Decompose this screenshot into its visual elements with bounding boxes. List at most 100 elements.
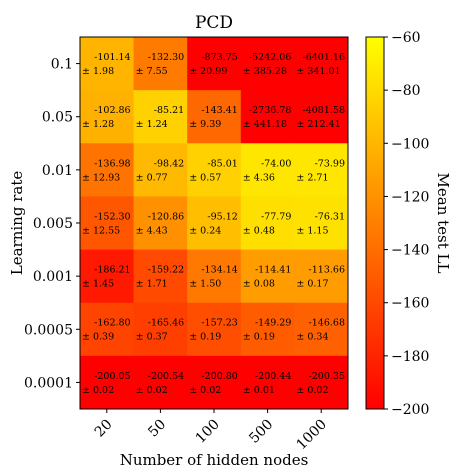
cell-error-label: ± 4.36	[243, 172, 275, 183]
x-tick-label: 20	[92, 417, 116, 441]
heatmap-cell	[133, 355, 188, 410]
x-tick-label: 100	[193, 417, 223, 447]
y-tick-label: 0.01	[42, 163, 73, 179]
heatmap-cell	[133, 143, 188, 197]
colorbar-label: Mean test LL	[434, 173, 452, 274]
cell-error-label: ± 0.02	[189, 385, 221, 396]
cell-mean-label: -85.01	[207, 158, 237, 169]
cell-error-label: ± 385.28	[243, 66, 287, 77]
heatmap-cell	[187, 37, 242, 91]
cell-mean-label: -200.35	[309, 371, 345, 382]
colorbar-tick-label: −80	[391, 83, 421, 99]
heatmap-cell	[240, 196, 295, 251]
cell-mean-label: -102.86	[94, 105, 130, 116]
heatmap-cell	[133, 196, 188, 251]
cell-mean-label: -162.80	[94, 318, 130, 329]
cell-mean-label: -132.30	[148, 52, 184, 63]
cell-mean-label: -146.68	[309, 318, 345, 329]
x-tick-label: 500	[246, 417, 276, 447]
cell-error-label: ± 0.48	[243, 225, 275, 236]
colorbar-tick-label: −200	[391, 402, 429, 418]
y-axis-ticks: 0.1 0.05 0.01 0.005 0.001 0.0005 0.0001	[24, 57, 80, 391]
colorbar-tick-label: −160	[391, 296, 429, 312]
cell-mean-label: -165.46	[148, 318, 184, 329]
cell-mean-label: -159.22	[148, 265, 184, 276]
cell-mean-label: -143.41	[201, 105, 237, 116]
cell-error-label: ± 1.98	[82, 66, 114, 77]
heatmap-cell	[240, 302, 295, 357]
cell-error-label: ± 0.77	[136, 172, 168, 183]
cell-mean-label: -120.86	[148, 211, 184, 222]
cell-mean-label: -186.21	[94, 265, 130, 276]
y-tick-label: 0.05	[42, 110, 73, 126]
cell-mean-label: -113.66	[309, 265, 345, 276]
heatmap-cell	[187, 143, 242, 197]
heatmap-cell	[294, 355, 349, 410]
y-tick-label: 0.1	[51, 57, 73, 73]
cell-error-label: ± 12.55	[82, 225, 120, 236]
colorbar-tick-label: −140	[391, 243, 429, 259]
heatmap-cell	[80, 90, 135, 144]
cell-mean-label: -98.42	[154, 158, 184, 169]
cell-error-label: ± 4.43	[136, 225, 168, 236]
heatmap-cell	[133, 37, 188, 91]
heatmap-cell	[240, 90, 295, 144]
x-tick-label: 1000	[294, 417, 331, 454]
heatmap-cell	[187, 249, 242, 304]
heatmap-cell	[133, 90, 188, 144]
heatmap-cell	[294, 196, 349, 251]
heatmap-cell	[294, 37, 349, 91]
cell-mean-label: -149.29	[255, 318, 291, 329]
heatmap-cells	[80, 37, 349, 410]
cell-error-label: ± 0.39	[82, 332, 114, 343]
heatmap-cell	[240, 143, 295, 197]
cell-mean-label: -136.98	[94, 158, 130, 169]
x-axis-ticks: 20 50 100 500 1000	[92, 409, 330, 453]
cell-mean-label: -200.44	[255, 371, 291, 382]
colorbar-ticks: −60 −80 −100 −120 −140 −160 −180 −200	[384, 30, 429, 418]
cell-mean-label: -101.14	[94, 52, 130, 63]
cell-error-label: ± 0.02	[296, 385, 328, 396]
cell-error-label: ± 1.50	[189, 279, 221, 290]
cell-mean-label: -77.79	[261, 211, 291, 222]
heatmap-cell-labels: -101.14 ± 1.98 -132.30 ± 7.55 -873.75 ± 20.99…	[82, 52, 345, 396]
cell-mean-label: -5242.06	[249, 52, 292, 63]
heatmap-cell	[240, 37, 295, 91]
heatmap-cell	[294, 90, 349, 144]
heatmap-cell	[240, 249, 295, 304]
cell-mean-label: -152.30	[94, 211, 130, 222]
cell-error-label: ± 341.01	[296, 66, 340, 77]
cell-error-label: ± 212.41	[296, 119, 340, 130]
cell-error-label: ± 0.19	[189, 332, 221, 343]
cell-error-label: ± 9.39	[189, 119, 221, 130]
cell-error-label: ± 0.02	[82, 385, 114, 396]
heatmap-cell	[133, 249, 188, 304]
heatmap-cell	[187, 355, 242, 410]
cell-error-label: ± 1.45	[82, 279, 114, 290]
cell-error-label: ± 441.18	[243, 119, 287, 130]
cell-mean-label: -200.80	[201, 371, 237, 382]
cell-error-label: ± 0.01	[243, 385, 275, 396]
heatmap-cell	[80, 143, 135, 197]
cell-mean-label: -157.23	[201, 318, 237, 329]
cell-mean-label: -6401.16	[303, 52, 346, 63]
cell-error-label: ± 0.02	[136, 385, 168, 396]
heatmap-cell	[133, 302, 188, 357]
cell-mean-label: -134.14	[201, 265, 237, 276]
cell-mean-label: -85.21	[154, 105, 184, 116]
cell-error-label: ± 0.57	[189, 172, 221, 183]
cell-error-label: ± 1.24	[136, 119, 168, 130]
x-tick-label: 50	[145, 417, 169, 441]
colorbar-tick-label: −180	[391, 349, 429, 365]
heatmap-cell	[187, 196, 242, 251]
cell-error-label: ± 2.71	[296, 172, 328, 183]
heatmap-cell	[80, 196, 135, 251]
heatmap-cell	[294, 143, 349, 197]
cell-error-label: ± 1.15	[296, 225, 328, 236]
heatmap-cell	[80, 355, 135, 410]
cell-mean-label: -2736.78	[249, 105, 292, 116]
heatmap-cell	[294, 249, 349, 304]
cell-mean-label: -200.54	[148, 371, 184, 382]
colorbar-tick-label: −100	[391, 136, 429, 152]
